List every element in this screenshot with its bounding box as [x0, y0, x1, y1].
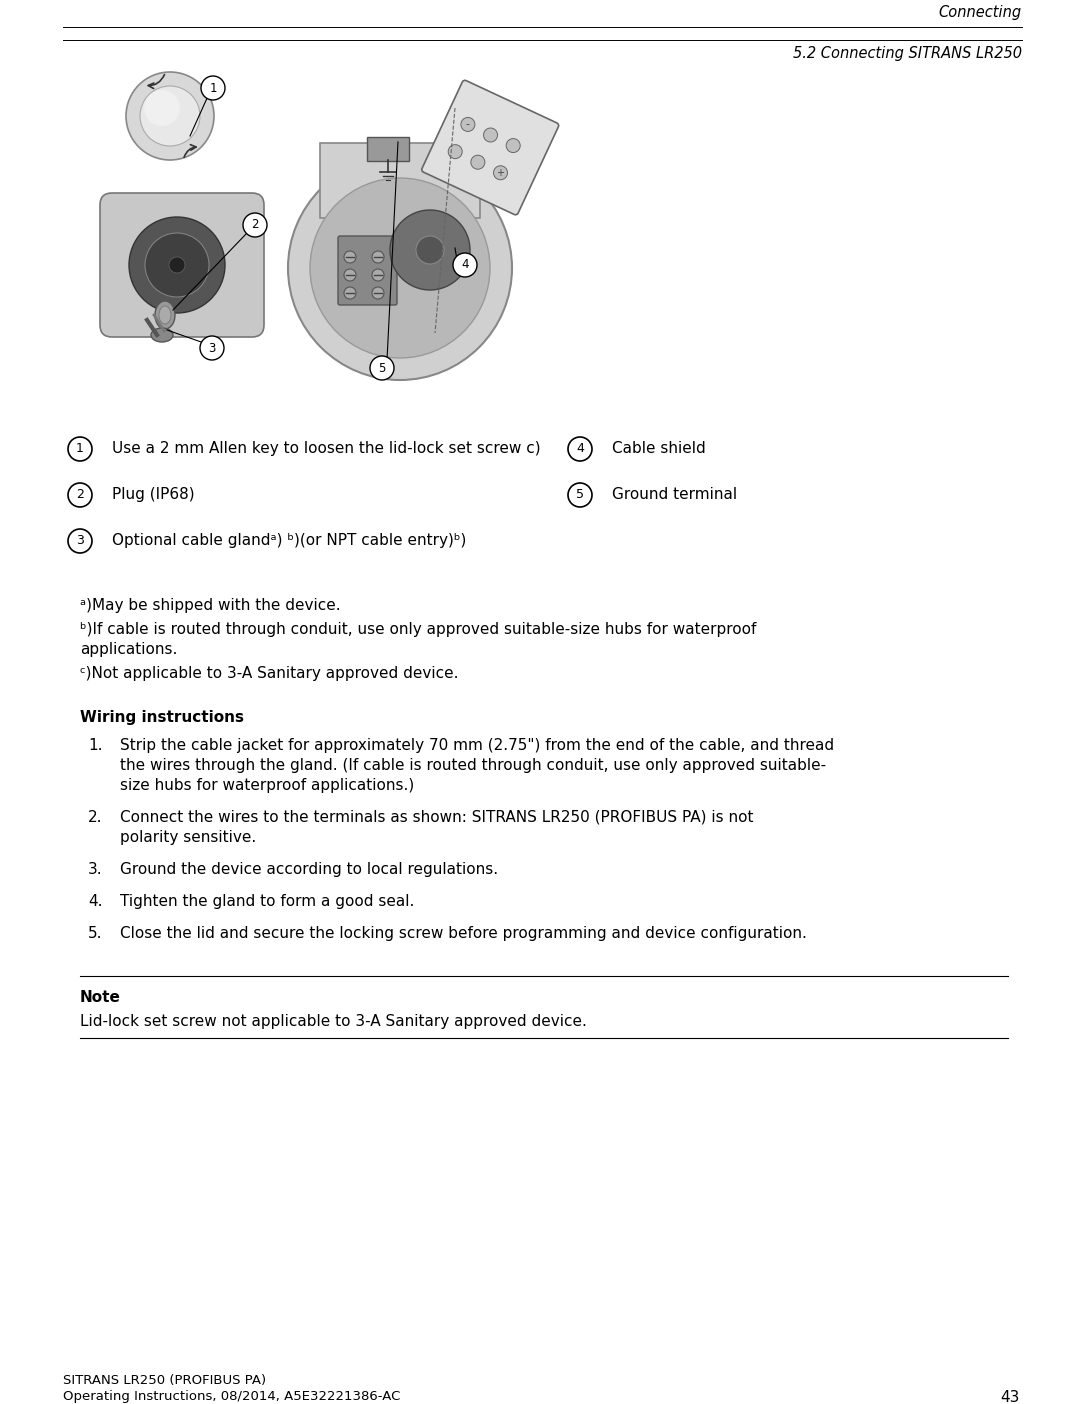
Text: 5: 5: [576, 489, 584, 501]
Circle shape: [145, 233, 209, 298]
Text: Lid-lock set screw not applicable to 3-A Sanitary approved device.: Lid-lock set screw not applicable to 3-A…: [80, 1014, 587, 1029]
Ellipse shape: [416, 236, 444, 264]
Text: Connecting: Connecting: [938, 6, 1022, 20]
FancyBboxPatch shape: [421, 80, 559, 215]
Text: the wires through the gland. (If cable is routed through conduit, use only appro: the wires through the gland. (If cable i…: [120, 758, 826, 774]
Text: 5.: 5.: [88, 927, 102, 941]
Text: Close the lid and secure the locking screw before programming and device configu: Close the lid and secure the locking scr…: [120, 927, 807, 941]
Circle shape: [372, 270, 384, 281]
Text: Optional cable glandᵃ) ᵇ)(or NPT cable entry)ᵇ): Optional cable glandᵃ) ᵇ)(or NPT cable e…: [112, 534, 467, 548]
Ellipse shape: [151, 329, 173, 343]
Circle shape: [461, 118, 475, 132]
Text: applications.: applications.: [80, 642, 177, 657]
Text: Note: Note: [80, 990, 120, 1005]
FancyBboxPatch shape: [100, 192, 264, 337]
Text: 5.2 Connecting SITRANS LR250: 5.2 Connecting SITRANS LR250: [793, 46, 1022, 60]
Text: 1: 1: [76, 442, 84, 455]
Circle shape: [372, 286, 384, 299]
Circle shape: [144, 90, 180, 126]
Text: ᵇ)If cable is routed through conduit, use only approved suitable-size hubs for w: ᵇ)If cable is routed through conduit, us…: [80, 622, 757, 637]
Circle shape: [493, 166, 507, 180]
Ellipse shape: [155, 300, 175, 329]
Text: 5: 5: [378, 361, 386, 375]
Text: Wiring instructions: Wiring instructions: [80, 710, 244, 724]
Text: Connect the wires to the terminals as shown: SITRANS LR250 (PROFIBUS PA) is not: Connect the wires to the terminals as sh…: [120, 810, 754, 826]
FancyBboxPatch shape: [367, 138, 408, 161]
Text: 3: 3: [76, 535, 84, 548]
Text: 3.: 3.: [88, 862, 102, 878]
Circle shape: [140, 86, 200, 146]
Text: 1.: 1.: [88, 739, 102, 753]
Circle shape: [169, 257, 185, 272]
Text: Ground terminal: Ground terminal: [612, 487, 737, 503]
Circle shape: [370, 357, 395, 380]
Text: Operating Instructions, 08/2014, A5E32221386-AC: Operating Instructions, 08/2014, A5E3222…: [63, 1390, 400, 1403]
Text: 43: 43: [1001, 1390, 1020, 1404]
Text: -: -: [465, 119, 470, 129]
FancyBboxPatch shape: [320, 143, 481, 218]
Text: polarity sensitive.: polarity sensitive.: [120, 830, 256, 845]
Circle shape: [200, 336, 224, 359]
Circle shape: [243, 213, 267, 237]
Text: 1: 1: [210, 81, 217, 94]
Text: Plug (IP68): Plug (IP68): [112, 487, 195, 503]
Circle shape: [390, 211, 470, 291]
Text: Tighten the gland to form a good seal.: Tighten the gland to form a good seal.: [120, 894, 414, 908]
Circle shape: [126, 72, 214, 160]
Text: 2.: 2.: [88, 810, 102, 826]
Circle shape: [129, 218, 225, 313]
Circle shape: [453, 253, 477, 277]
Text: Strip the cable jacket for approximately 70 mm (2.75") from the end of the cable: Strip the cable jacket for approximately…: [120, 739, 834, 753]
Text: +: +: [497, 167, 504, 178]
Circle shape: [506, 139, 520, 153]
Circle shape: [344, 286, 356, 299]
Text: 4: 4: [576, 442, 584, 455]
Text: size hubs for waterproof applications.): size hubs for waterproof applications.): [120, 778, 414, 793]
Ellipse shape: [159, 306, 171, 324]
Text: ᵃ)May be shipped with the device.: ᵃ)May be shipped with the device.: [80, 598, 341, 614]
Text: ᶜ)Not applicable to 3-A Sanitary approved device.: ᶜ)Not applicable to 3-A Sanitary approve…: [80, 665, 459, 681]
Text: SITRANS LR250 (PROFIBUS PA): SITRANS LR250 (PROFIBUS PA): [63, 1375, 267, 1387]
Circle shape: [372, 251, 384, 263]
Text: 4: 4: [461, 258, 469, 271]
Circle shape: [344, 270, 356, 281]
Circle shape: [448, 145, 462, 159]
Circle shape: [471, 156, 485, 170]
Text: Use a 2 mm Allen key to loosen the lid-lock set screw c): Use a 2 mm Allen key to loosen the lid-l…: [112, 441, 550, 456]
Text: Ground the device according to local regulations.: Ground the device according to local reg…: [120, 862, 498, 878]
Circle shape: [288, 156, 512, 380]
Circle shape: [344, 251, 356, 263]
Circle shape: [201, 76, 225, 100]
Text: 2: 2: [76, 489, 84, 501]
FancyBboxPatch shape: [338, 236, 397, 305]
Text: Cable shield: Cable shield: [612, 441, 706, 456]
Circle shape: [484, 128, 498, 142]
Text: 2: 2: [252, 219, 259, 232]
Text: 4.: 4.: [88, 894, 102, 908]
Circle shape: [310, 178, 490, 358]
Text: 3: 3: [209, 341, 216, 354]
